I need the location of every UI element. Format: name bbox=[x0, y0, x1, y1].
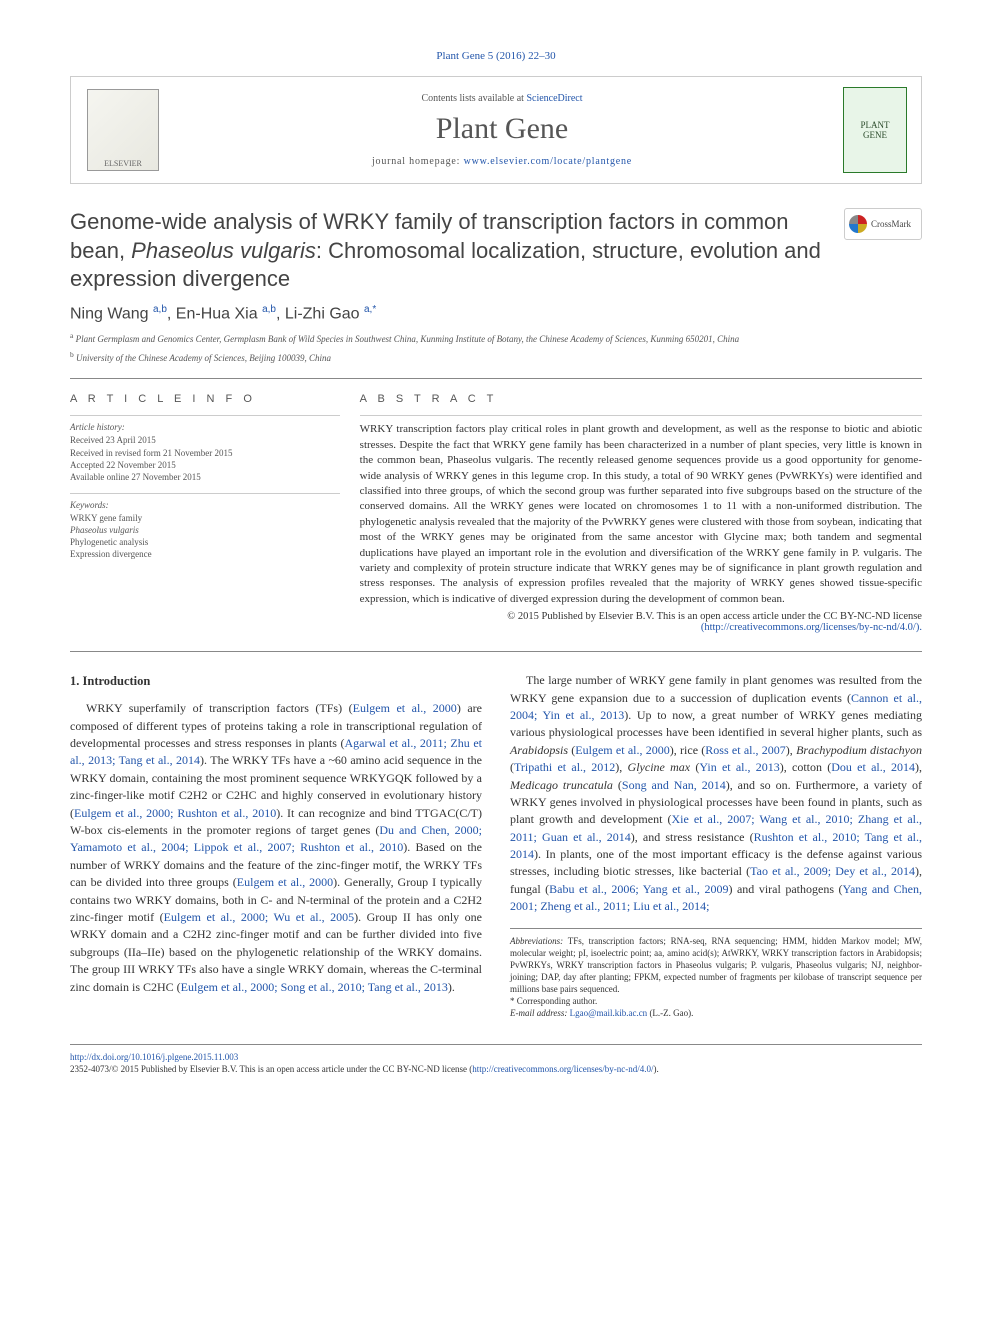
crossmark-icon bbox=[849, 215, 867, 233]
section-heading-1: 1. Introduction bbox=[70, 672, 482, 690]
cite-7[interactable]: Eulgem et al., 2000; Song et al., 2010; … bbox=[181, 980, 448, 994]
content-divider bbox=[70, 651, 922, 652]
license-link[interactable]: (http://creativecommons.org/licenses/by-… bbox=[360, 622, 922, 633]
p2h: ( bbox=[690, 760, 699, 774]
header-center: Contents lists available at ScienceDirec… bbox=[161, 93, 843, 167]
abbreviations: Abbreviations: TFs, transcription factor… bbox=[510, 935, 922, 996]
email-label: E-mail address: bbox=[510, 1008, 570, 1018]
cite-14[interactable]: Song and Nan, 2014 bbox=[622, 778, 726, 792]
author-2-aff: a,b bbox=[262, 304, 276, 315]
history-received: Received 23 April 2015 bbox=[70, 434, 340, 446]
p1a: WRKY superfamily of transcription factor… bbox=[86, 701, 353, 715]
p2i2: Brachypodium distachyon bbox=[796, 743, 922, 757]
cite-11[interactable]: Tripathi et al., 2012 bbox=[514, 760, 615, 774]
journal-header: ELSEVIER Contents lists available at Sci… bbox=[70, 76, 922, 184]
p2i4: Medicago truncatula bbox=[510, 778, 613, 792]
abstract-heading: A B S T R A C T bbox=[360, 393, 922, 405]
cite-9[interactable]: Eulgem et al., 2000 bbox=[575, 743, 669, 757]
article-info-heading: A R T I C L E I N F O bbox=[70, 393, 340, 405]
p2k: ( bbox=[613, 778, 622, 792]
cover-line2: GENE bbox=[863, 130, 887, 140]
contents-line: Contents lists available at ScienceDirec… bbox=[161, 93, 843, 104]
crossmark-label: CrossMark bbox=[871, 219, 911, 229]
elsevier-tree-icon: ELSEVIER bbox=[87, 89, 159, 171]
keyword-4: Expression divergence bbox=[70, 548, 340, 560]
article-info-column: A R T I C L E I N F O Article history: R… bbox=[70, 393, 360, 633]
p2e: ), bbox=[786, 743, 796, 757]
history-online: Available online 27 November 2015 bbox=[70, 471, 340, 483]
author-3: , Li-Zhi Gao bbox=[276, 305, 364, 322]
cite-1[interactable]: Eulgem et al., 2000 bbox=[353, 701, 457, 715]
author-1-aff: a,b bbox=[153, 304, 167, 315]
homepage-line: journal homepage: www.elsevier.com/locat… bbox=[161, 156, 843, 167]
issn-text: 2352-4073/© 2015 Published by Elsevier B… bbox=[70, 1064, 472, 1074]
author-2: , En-Hua Xia bbox=[167, 305, 262, 322]
p2i: ), cotton ( bbox=[780, 760, 831, 774]
abbr-label: Abbreviations: bbox=[510, 936, 563, 946]
cite-18[interactable]: Babu et al., 2006; Yang et al., 2009 bbox=[549, 882, 728, 896]
issn-line: 2352-4073/© 2015 Published by Elsevier B… bbox=[70, 1063, 922, 1076]
history-label: Article history: bbox=[70, 415, 340, 432]
authors: Ning Wang a,b, En-Hua Xia a,b, Li-Zhi Ga… bbox=[70, 304, 922, 323]
author-1: Ning Wang bbox=[70, 305, 153, 322]
cover-line1: PLANT bbox=[861, 120, 890, 130]
history-revised: Received in revised form 21 November 201… bbox=[70, 447, 340, 459]
journal-cover-logo: PLANT GENE bbox=[843, 87, 907, 173]
copyright-line: © 2015 Published by Elsevier B.V. This i… bbox=[360, 611, 922, 622]
p1f: ). Generally, Group I typically bbox=[333, 875, 482, 889]
p2g: ), bbox=[615, 760, 627, 774]
p2m: ), and stress resistance ( bbox=[631, 830, 754, 844]
cite-3[interactable]: Eulgem et al., 2000; Rushton et al., 201… bbox=[74, 806, 276, 820]
keyword-2: Phaseolus vulgaris bbox=[70, 525, 139, 535]
cite-12[interactable]: Yin et al., 2013 bbox=[699, 760, 779, 774]
article-title: Genome-wide analysis of WRKY family of t… bbox=[70, 208, 824, 294]
p1i: ). bbox=[448, 980, 455, 994]
author-3-aff: a,* bbox=[364, 304, 376, 315]
homepage-link[interactable]: www.elsevier.com/locate/plantgene bbox=[464, 156, 632, 167]
abstract-column: A B S T R A C T WRKY transcription facto… bbox=[360, 393, 922, 633]
history-accepted: Accepted 22 November 2015 bbox=[70, 459, 340, 471]
p2p: ) and viral pathogens ( bbox=[728, 882, 842, 896]
keyword-3: Phylogenetic analysis bbox=[70, 536, 340, 548]
footer-close: ). bbox=[654, 1064, 659, 1074]
p2i3: Glycine max bbox=[628, 760, 691, 774]
aff-a-text: Plant Germplasm and Genomics Center, Ger… bbox=[73, 334, 739, 344]
abstract-text: WRKY transcription factors play critical… bbox=[360, 415, 922, 607]
p2j: ), bbox=[915, 760, 922, 774]
elsevier-logo: ELSEVIER bbox=[85, 87, 161, 173]
abbr-text: TFs, transcription factors; RNA-seq, RNA… bbox=[510, 936, 922, 995]
footer: http://dx.doi.org/10.1016/j.plgene.2015.… bbox=[70, 1044, 922, 1076]
sciencedirect-link[interactable]: ScienceDirect bbox=[526, 93, 582, 104]
cite-10[interactable]: Ross et al., 2007 bbox=[705, 743, 786, 757]
body-columns: 1. Introduction WRKY superfamily of tran… bbox=[70, 672, 922, 1019]
intro-para-1: WRKY superfamily of transcription factor… bbox=[70, 700, 482, 996]
journal-title: Plant Gene bbox=[161, 112, 843, 146]
aff-b-text: University of the Chinese Academy of Sci… bbox=[74, 353, 331, 363]
p2d: ), rice ( bbox=[670, 743, 706, 757]
title-italic: Phaseolus vulgaris bbox=[131, 238, 316, 263]
cite-17[interactable]: Tao et al., 2009; Dey et al., 2014 bbox=[750, 864, 915, 878]
cite-13[interactable]: Dou et al., 2014 bbox=[831, 760, 915, 774]
affiliation-b: b University of the Chinese Academy of S… bbox=[70, 350, 922, 365]
corresponding-author: * Corresponding author. bbox=[510, 995, 922, 1007]
footer-license-link[interactable]: http://creativecommons.org/licenses/by-n… bbox=[472, 1064, 653, 1074]
keyword-1: WRKY gene family bbox=[70, 512, 340, 524]
journal-reference: Plant Gene 5 (2016) 22–30 bbox=[70, 50, 922, 62]
doi-link[interactable]: http://dx.doi.org/10.1016/j.plgene.2015.… bbox=[70, 1052, 238, 1062]
keywords-label: Keywords: bbox=[70, 493, 340, 510]
contents-prefix: Contents lists available at bbox=[421, 93, 526, 104]
crossmark-badge[interactable]: CrossMark bbox=[844, 208, 922, 240]
footnotes: Abbreviations: TFs, transcription factor… bbox=[510, 928, 922, 1020]
cite-6[interactable]: Eulgem et al., 2000; Wu et al., 2005 bbox=[164, 910, 354, 924]
email-suffix: (L.-Z. Gao). bbox=[647, 1008, 693, 1018]
intro-para-2: The large number of WRKY gene family in … bbox=[510, 672, 922, 915]
homepage-prefix: journal homepage: bbox=[372, 156, 464, 167]
email-address[interactable]: Lgao@mail.kib.ac.cn bbox=[570, 1008, 648, 1018]
cite-5[interactable]: Eulgem et al., 2000 bbox=[237, 875, 333, 889]
email-line: E-mail address: Lgao@mail.kib.ac.cn (L.-… bbox=[510, 1007, 922, 1019]
affiliation-a: a Plant Germplasm and Genomics Center, G… bbox=[70, 331, 922, 346]
p2i1: Arabidopsis bbox=[510, 743, 568, 757]
